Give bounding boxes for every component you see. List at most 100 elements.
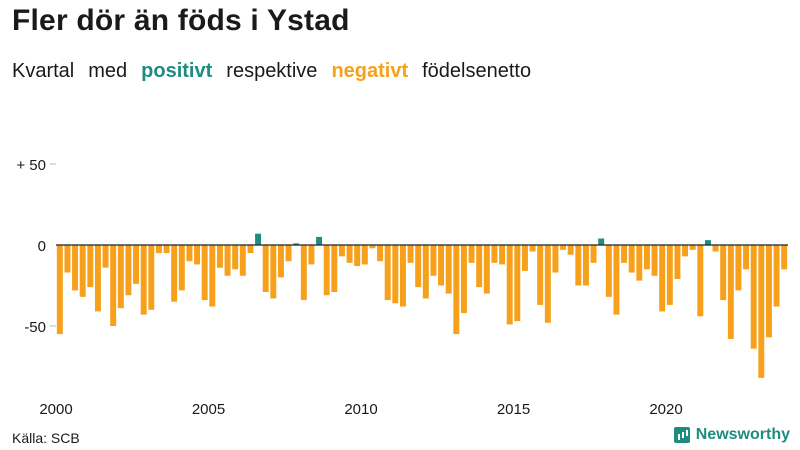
bar [133,245,140,284]
bar [636,245,643,281]
bar [544,245,551,323]
subtitle-word: Kvartal [12,60,75,82]
bar [148,245,155,310]
bar [232,245,239,270]
bar [499,245,506,265]
bar [316,236,323,245]
bar [735,245,742,291]
bar [697,245,704,317]
bar [110,245,117,326]
bar [514,245,521,322]
bar [590,245,597,263]
y-tick-label: -50 [24,319,46,336]
bar [407,245,414,263]
bar [438,245,445,286]
bar [560,245,567,250]
chart-subtitle: Kvartal med positivt respektive negativt föde… [12,60,545,83]
bar [605,245,612,297]
bar [537,245,544,305]
bar [87,245,94,288]
bar [216,245,223,268]
bar [140,245,147,315]
bar [262,245,269,292]
bar [415,245,422,288]
bar [255,233,262,245]
bar [94,245,101,312]
bar [682,245,689,257]
bar [552,245,559,273]
newsworthy-logo-icon [673,427,690,443]
bar [453,245,460,335]
bar [674,245,681,280]
bar [781,245,788,270]
bar [285,245,292,262]
x-tick-label: 2000 [39,401,72,418]
y-tick-label: + 50 [16,157,46,174]
bar [621,245,628,263]
subtitle-word: födelsenetto [422,60,532,82]
bar [56,245,63,335]
bar [239,245,246,276]
x-tick-label: 2020 [649,401,682,418]
chart-title: Fler dör än föds i Ystad [12,4,350,37]
brand-name: Newsworthy [695,426,790,443]
bar [659,245,666,312]
bar [64,245,71,273]
bar [483,245,490,294]
bar [346,245,353,263]
bar [277,245,284,278]
bar [125,245,132,296]
bar [194,245,201,265]
bar [171,245,178,302]
x-tick-label: 2005 [192,401,225,418]
bar [361,245,368,265]
bar [666,245,673,305]
bar [377,245,384,262]
bar [201,245,208,301]
bar [689,245,696,250]
bar [300,245,307,301]
subtitle-word: respektive [226,60,318,82]
x-tick-label: 2015 [497,401,530,418]
bar [529,245,536,252]
bar-chart: + 50 0 -50 2000 2005 2010 2015 2020 [16,157,788,418]
bar [247,245,254,254]
subtitle-word: med [88,60,128,82]
bar [399,245,406,307]
bar [643,245,650,270]
bar [575,245,582,286]
bar [743,245,750,270]
bar [491,245,498,263]
bar [155,245,162,254]
bar [79,245,86,297]
bar [758,245,765,378]
bar [338,245,345,257]
x-tick-label: 2010 [344,401,377,418]
bar [651,245,658,276]
bar [72,245,79,291]
bar [773,245,780,307]
bar [460,245,467,314]
bar [582,245,589,286]
bar [354,245,361,267]
bar [613,245,620,315]
bar [117,245,124,309]
bar [521,245,528,271]
bar [720,245,727,301]
bar [628,245,635,273]
bar [445,245,452,294]
bar [178,245,185,291]
bar [293,243,300,245]
source-note: Källa: SCB [12,430,80,446]
bar [102,245,109,268]
bar [331,245,338,292]
bar [476,245,483,288]
bar [765,245,772,338]
bar [163,245,170,254]
bar [598,238,605,245]
brand: Newsworthy [673,426,790,444]
bar [308,245,315,265]
bar [186,245,193,262]
bar [392,245,399,304]
y-tick-label: 0 [38,238,46,255]
